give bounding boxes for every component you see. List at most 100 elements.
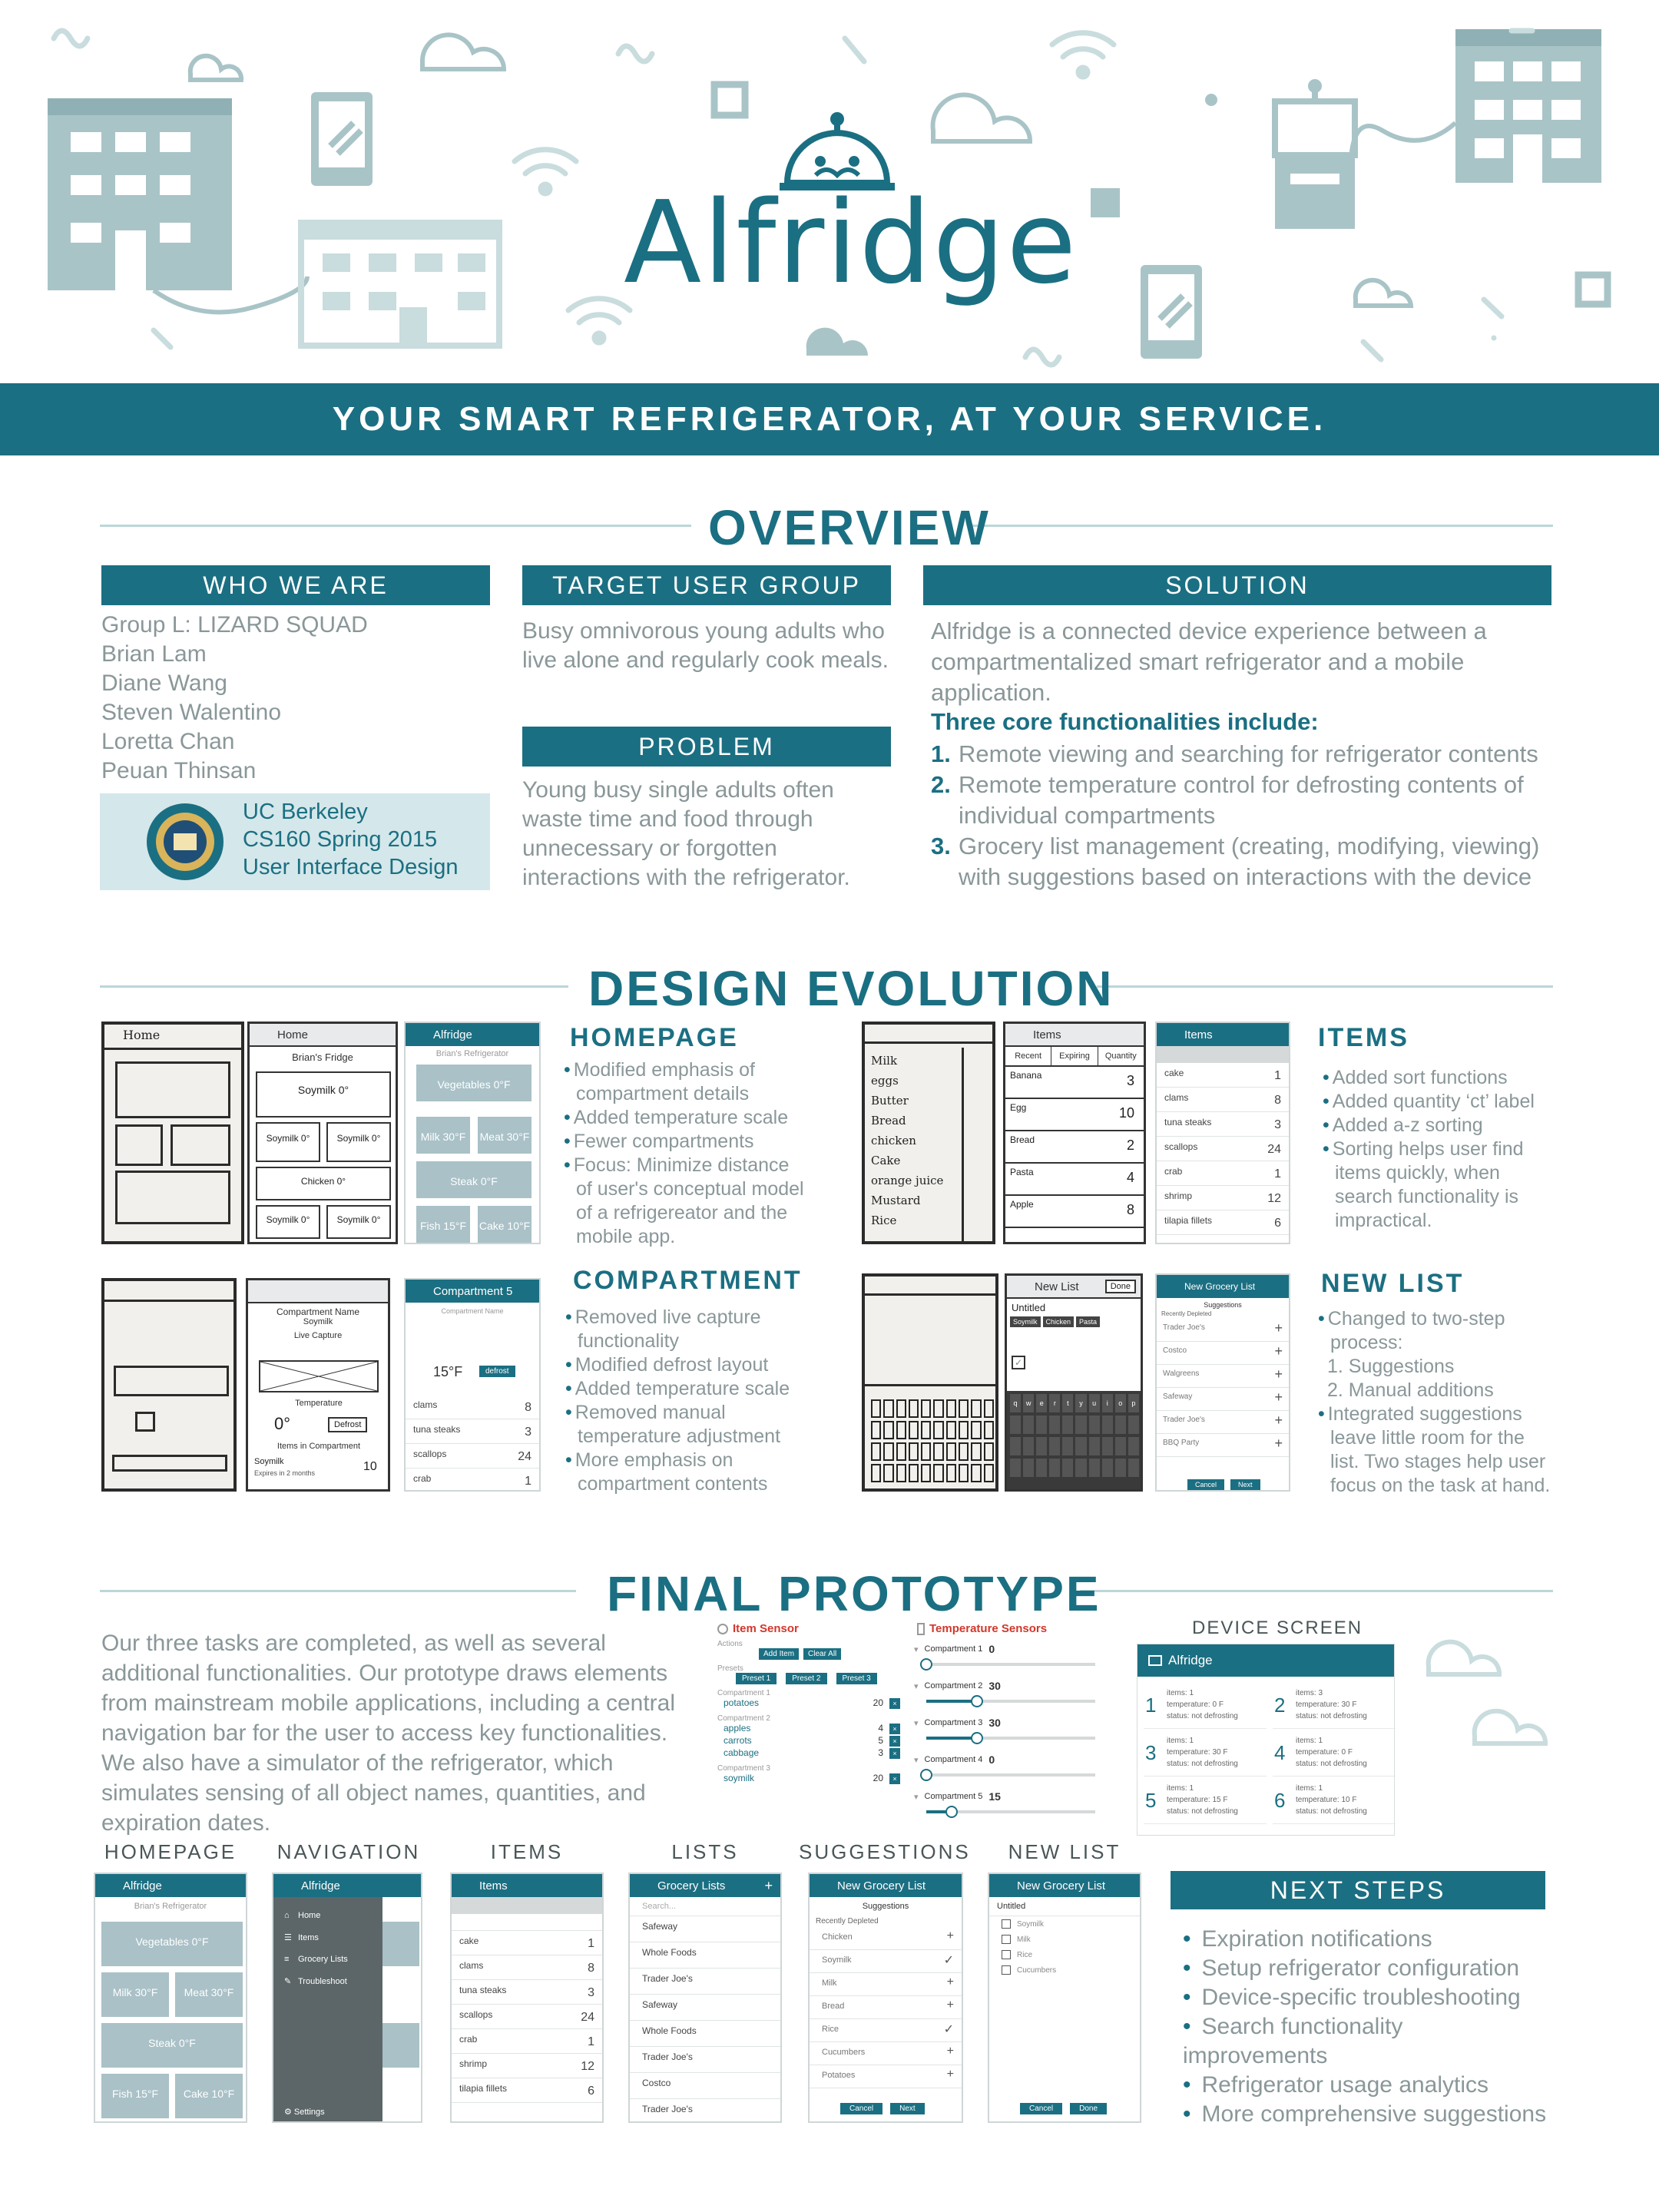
item-row[interactable]: scallops 24	[406, 1444, 539, 1469]
item-row[interactable]: tilapia fillets 6	[1157, 1210, 1289, 1235]
item-row[interactable]: clams 8	[452, 1955, 602, 1980]
device-compartment[interactable]: 2 items: 3 temperature: 30 F status: not de…	[1273, 1684, 1396, 1729]
remove-icon[interactable]: ×	[889, 1736, 900, 1747]
key[interactable]	[1036, 1437, 1048, 1455]
key[interactable]	[971, 1464, 982, 1482]
key[interactable]	[883, 1421, 894, 1439]
remove-icon[interactable]: ×	[889, 1724, 900, 1734]
checkbox[interactable]	[1002, 1965, 1011, 1975]
nav-item[interactable]: ⌂ Home	[273, 1905, 382, 1926]
key[interactable]	[1128, 1416, 1139, 1434]
key[interactable]	[1114, 1459, 1126, 1477]
store-row[interactable]: Walgreens +	[1157, 1365, 1289, 1388]
store-row[interactable]: BBQ Party +	[1157, 1434, 1289, 1457]
store-row[interactable]: Trader Joe's +	[1157, 1411, 1289, 1434]
suggestion-row[interactable]: Chicken +	[810, 1927, 962, 1950]
key[interactable]	[933, 1399, 944, 1418]
key[interactable]	[1010, 1459, 1022, 1477]
key[interactable]	[1023, 1437, 1035, 1455]
checkbox[interactable]: ✓	[1012, 1356, 1025, 1369]
add-icon[interactable]: +	[946, 2068, 954, 2081]
defrost-button[interactable]: Defrost	[328, 1417, 368, 1432]
store-row[interactable]: Costco +	[1157, 1342, 1289, 1365]
compartment-tile[interactable]: Meat 30°F	[478, 1117, 531, 1154]
key[interactable]: o	[1114, 1394, 1126, 1412]
tab[interactable]: Expiring	[1051, 1047, 1098, 1065]
item-row[interactable]: shrimp 12	[1157, 1186, 1289, 1210]
key[interactable]	[1010, 1416, 1022, 1434]
temp-slider[interactable]	[920, 1658, 1095, 1671]
key[interactable]	[921, 1442, 932, 1461]
key[interactable]: r	[1049, 1394, 1061, 1412]
key[interactable]	[983, 1421, 994, 1439]
key[interactable]	[908, 1421, 919, 1439]
temp-slider-knob[interactable]	[971, 1695, 983, 1707]
compartment-tile[interactable]: Vegetables 0°F	[101, 1922, 243, 1966]
item-row[interactable]: Bread 2	[1005, 1131, 1144, 1164]
key[interactable]	[871, 1421, 882, 1439]
add-icon[interactable]: +	[764, 1877, 773, 1893]
item-row[interactable]: scallops 24	[1157, 1137, 1289, 1161]
key[interactable]	[921, 1464, 932, 1482]
preset-button[interactable]: Preset 1	[736, 1673, 777, 1684]
item-row[interactable]: Banana 3	[1005, 1067, 1144, 1099]
done-button[interactable]: Done	[1070, 2103, 1108, 2114]
item-row[interactable]: tuna steaks 3	[1157, 1112, 1289, 1137]
compartment-tile[interactable]: Meat 30°F	[175, 1972, 243, 2017]
key[interactable]	[1114, 1437, 1126, 1455]
key[interactable]	[971, 1421, 982, 1439]
key[interactable]	[1036, 1416, 1048, 1434]
key[interactable]	[896, 1442, 906, 1461]
item-row[interactable]: Pasta 4	[1005, 1164, 1144, 1196]
key[interactable]	[945, 1442, 957, 1461]
add-icon[interactable]: +	[1274, 1343, 1283, 1359]
add-icon[interactable]: +	[1274, 1320, 1283, 1336]
key[interactable]	[908, 1464, 919, 1482]
compartment-tile[interactable]: Steak 0°F	[416, 1161, 531, 1198]
list-row[interactable]: Whole Foods	[630, 2021, 780, 2047]
key[interactable]	[959, 1442, 969, 1461]
list-row[interactable]: Trader Joe's	[630, 1969, 780, 1995]
device-compartment[interactable]: 4 items: 1 temperature: 0 F status: not def…	[1273, 1732, 1396, 1777]
key[interactable]	[1128, 1437, 1139, 1455]
suggestion-row[interactable]: Soymilk ✓	[810, 1950, 962, 1973]
compartment-tile[interactable]: Cake 10°F	[478, 1206, 531, 1243]
nav-item[interactable]: ☰ Items	[273, 1926, 382, 1949]
compartment-tile[interactable]: Milk 30°F	[101, 1972, 169, 2017]
cancel-button[interactable]: Cancel	[840, 2103, 883, 2114]
key[interactable]	[983, 1399, 994, 1418]
remove-icon[interactable]: ×	[889, 1773, 900, 1784]
key[interactable]	[1075, 1416, 1087, 1434]
next-button[interactable]: Next	[1230, 1479, 1260, 1490]
key[interactable]	[871, 1464, 882, 1482]
temp-slider-knob[interactable]	[920, 1769, 932, 1781]
key[interactable]	[883, 1464, 894, 1482]
compartment-tile[interactable]: Milk 30°F	[416, 1117, 470, 1154]
search-input[interactable]: Search...	[630, 1897, 780, 1916]
store-row[interactable]: Safeway +	[1157, 1388, 1289, 1411]
list-item[interactable]: Soymilk	[989, 1916, 1140, 1932]
key[interactable]	[1075, 1437, 1087, 1455]
defrost-button[interactable]: defrost	[479, 1366, 515, 1377]
checkbox[interactable]	[1002, 1935, 1011, 1944]
key[interactable]	[1062, 1459, 1074, 1477]
list-row[interactable]: Trader Joe's	[630, 2099, 780, 2121]
key[interactable]	[971, 1442, 982, 1461]
compartment-tile[interactable]: Steak 0°F	[101, 2023, 243, 2068]
key[interactable]	[871, 1399, 882, 1418]
item-row[interactable]: tilapia fillets 6	[452, 2078, 602, 2103]
key[interactable]	[1036, 1459, 1048, 1477]
device-compartment[interactable]: 3 items: 1 temperature: 30 F status: not de…	[1144, 1732, 1267, 1777]
key[interactable]	[1114, 1416, 1126, 1434]
key[interactable]	[1101, 1437, 1113, 1455]
suggestion-row[interactable]: Rice ✓	[810, 2019, 962, 2042]
key[interactable]	[921, 1421, 932, 1439]
key[interactable]	[883, 1442, 894, 1461]
key[interactable]	[971, 1399, 982, 1418]
key[interactable]	[871, 1442, 882, 1461]
key[interactable]	[1049, 1416, 1061, 1434]
item-row[interactable]: crab 1	[1157, 1161, 1289, 1186]
compartment-tile[interactable]: Cake 10°F	[175, 2074, 243, 2118]
key[interactable]	[933, 1421, 944, 1439]
